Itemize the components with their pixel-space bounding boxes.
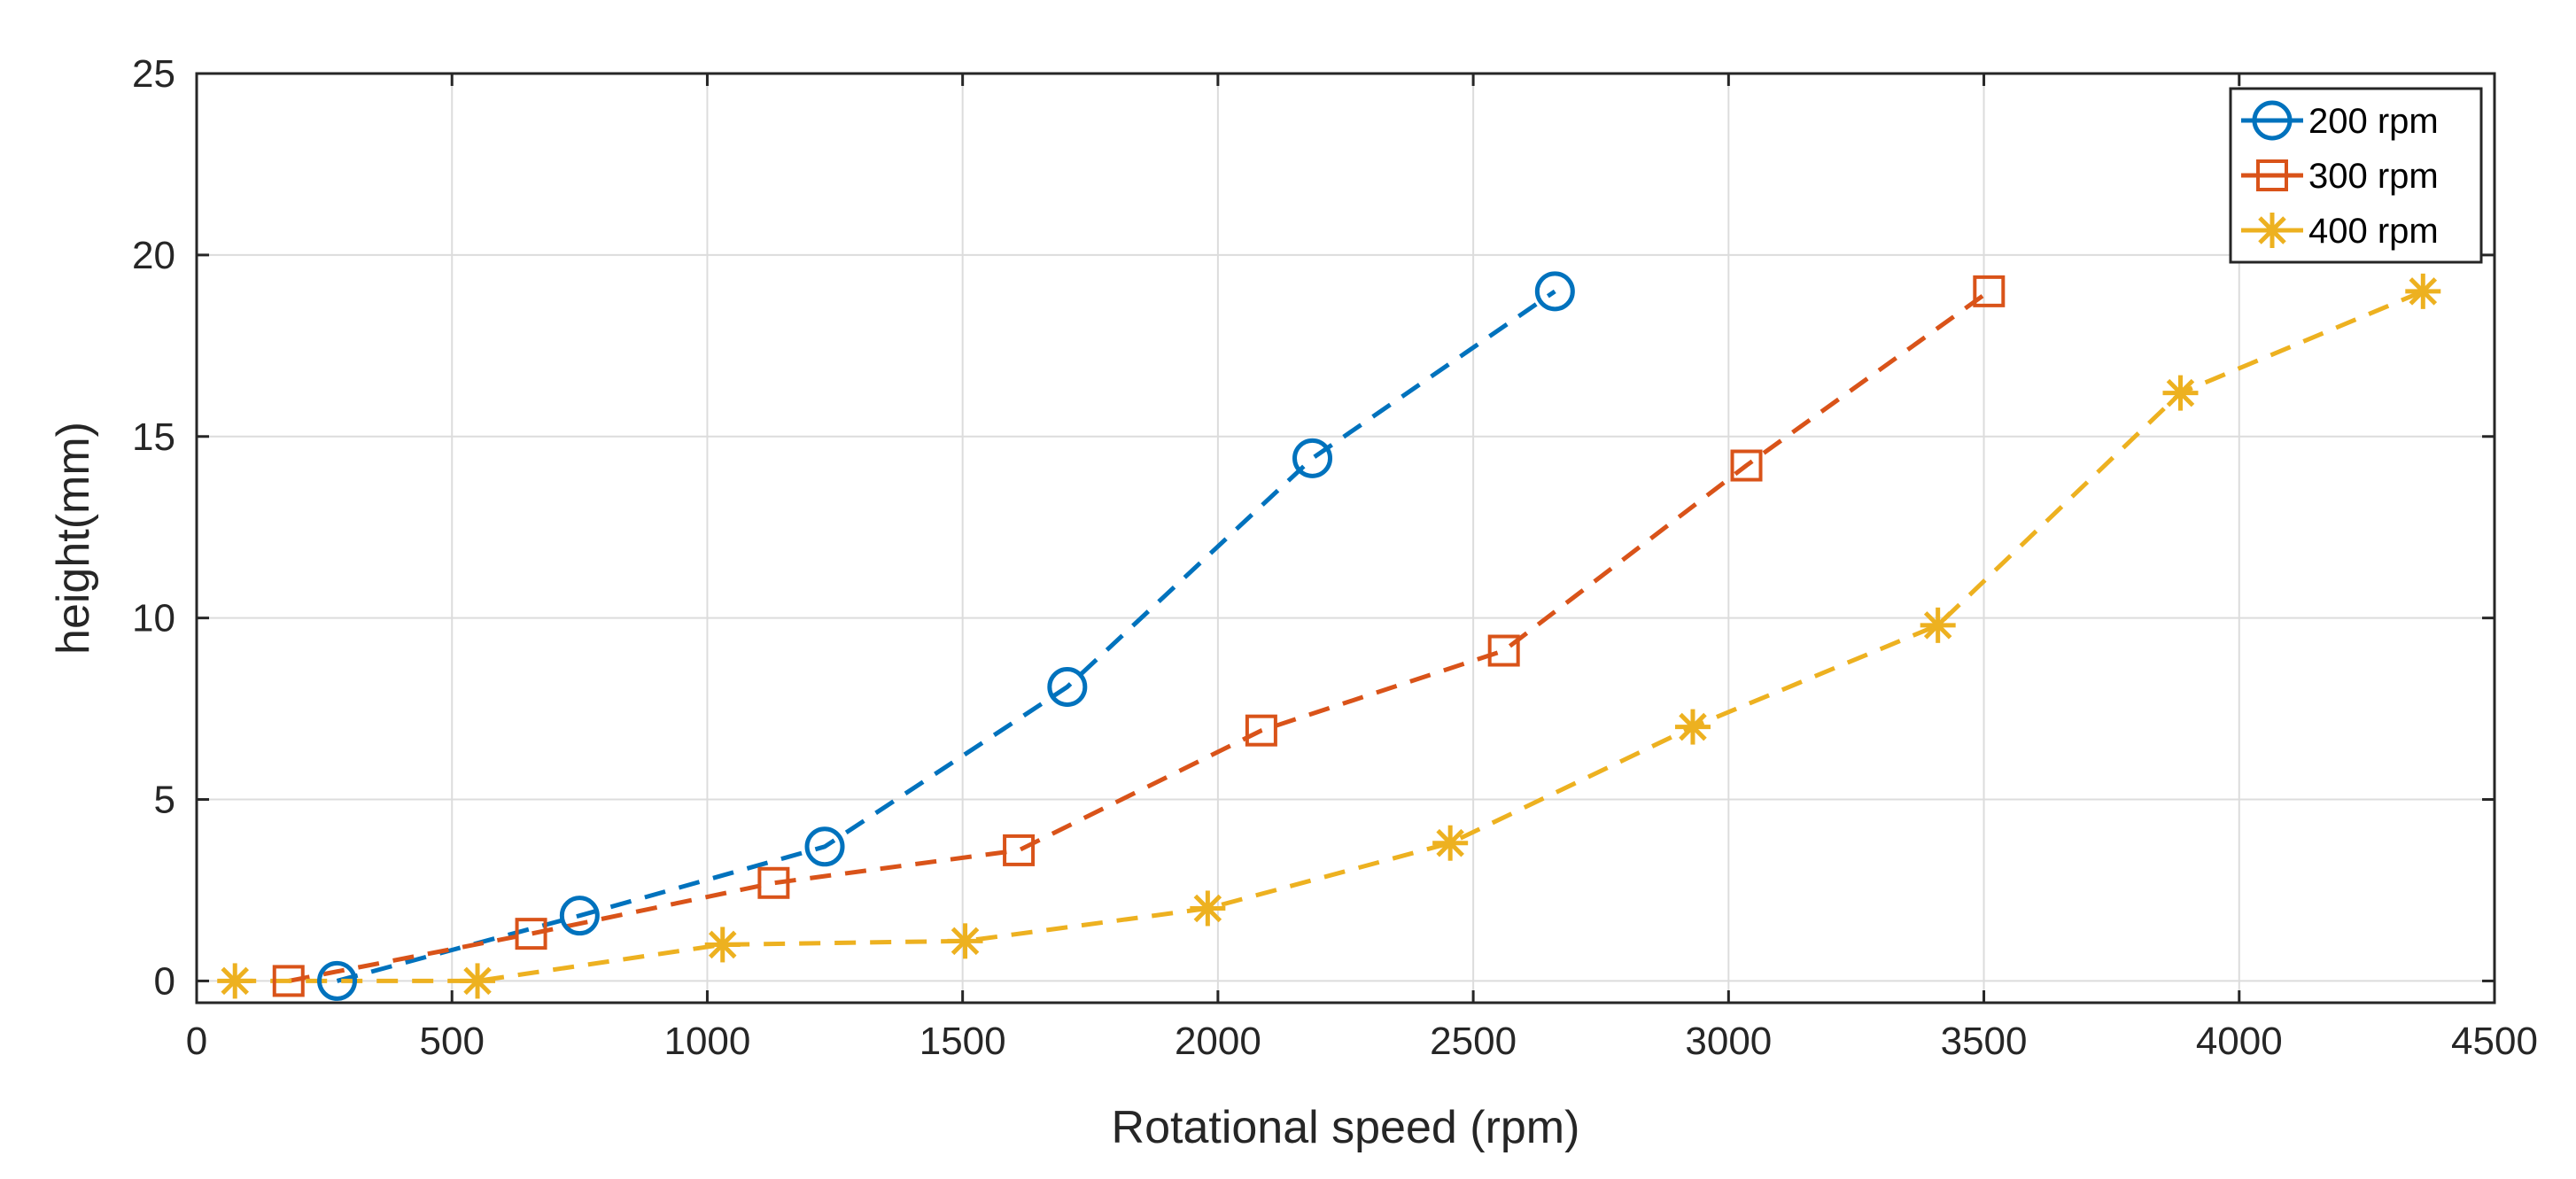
series-lines — [235, 289, 2425, 983]
x-tick-label: 0 — [186, 1020, 207, 1063]
x-tick-label: 500 — [420, 1020, 485, 1063]
y-tick-label: 25 — [132, 52, 175, 96]
legend-marker-3 — [2254, 213, 2290, 248]
legend-marker-2 — [2256, 159, 2288, 191]
x-tick-label: 2500 — [1430, 1020, 1517, 1063]
y-tick-label: 5 — [154, 779, 175, 822]
data-point-series-2 — [1245, 714, 1277, 747]
data-point-series-3 — [1190, 890, 1226, 927]
x-tick-label: 1500 — [919, 1020, 1006, 1063]
data-point-series-3 — [947, 923, 983, 959]
data-point-series-3 — [2405, 273, 2441, 309]
data-point-series-3 — [1432, 825, 1469, 861]
data-point-series-2 — [1973, 275, 2006, 307]
axis-ticks: 0 500 1000 1500 2000 2500 3000 3500 4000 4500 0 5 10… — [132, 52, 2538, 1063]
data-point-series-1 — [1292, 438, 1333, 478]
data-point-series-2 — [272, 965, 305, 997]
y-tick-label: 20 — [132, 234, 175, 277]
x-tick-label: 2000 — [1175, 1020, 1261, 1063]
x-axis-label: Rotational speed (rpm) — [1112, 1102, 1580, 1153]
legend-label-1: 200 rpm — [2308, 102, 2439, 141]
series-markers — [217, 271, 2441, 1001]
series-line-2 — [288, 289, 1990, 983]
x-tick-label: 3500 — [1941, 1020, 2028, 1063]
data-point-series-2 — [1487, 634, 1520, 667]
y-axis-label: height(mm) — [48, 422, 99, 655]
data-point-series-1 — [1534, 271, 1575, 312]
data-point-series-2 — [1730, 449, 1763, 482]
legend-label-3: 400 rpm — [2308, 212, 2439, 251]
y-tick-label: 0 — [154, 959, 175, 1003]
data-point-series-3 — [460, 963, 496, 999]
data-point-series-1 — [317, 960, 358, 1001]
data-point-series-2 — [757, 866, 790, 899]
y-tick-label: 15 — [132, 415, 175, 459]
data-point-series-3 — [217, 963, 253, 999]
grid-lines — [196, 73, 2495, 1003]
legend: 200 rpm 300 rpm 400 rpm — [2229, 87, 2483, 264]
data-point-series-2 — [515, 918, 547, 950]
data-point-series-3 — [2162, 375, 2199, 411]
x-tick-label: 4000 — [2196, 1020, 2283, 1063]
data-point-series-1 — [804, 826, 845, 867]
x-tick-label: 3000 — [1685, 1020, 1772, 1063]
data-point-series-1 — [1047, 667, 1088, 708]
data-point-series-3 — [1674, 709, 1711, 745]
x-tick-label: 1000 — [663, 1020, 750, 1063]
x-tick-label: 4500 — [2451, 1020, 2538, 1063]
series-line-1 — [336, 289, 1556, 983]
data-point-series-1 — [559, 896, 600, 936]
data-point-series-3 — [1920, 607, 1956, 643]
y-tick-label: 10 — [132, 597, 175, 640]
axes-box — [195, 72, 2496, 1004]
series-line-3 — [235, 289, 2425, 983]
data-point-series-3 — [704, 927, 741, 963]
legend-marker-1 — [2252, 100, 2293, 141]
data-point-series-2 — [1003, 834, 1036, 866]
legend-label-2: 300 rpm — [2308, 157, 2439, 196]
